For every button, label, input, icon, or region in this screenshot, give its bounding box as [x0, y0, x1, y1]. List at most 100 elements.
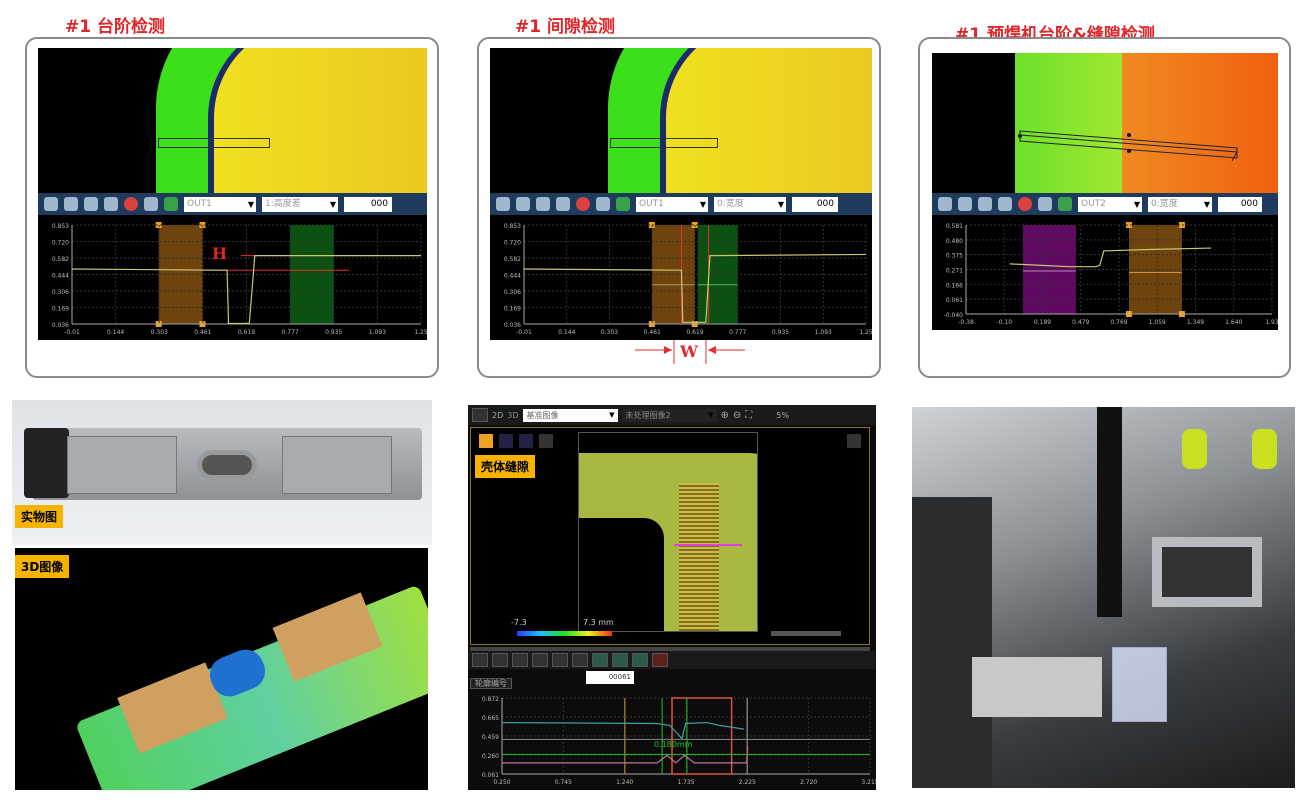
zoom-in-icon[interactable] — [938, 197, 952, 211]
zoom-y-icon[interactable] — [552, 653, 568, 667]
software-toolbar: 2D 3D 基准图像 未处理图像2 ⊕ ⊖ ⛶ 5% — [468, 405, 876, 425]
reset-icon[interactable] — [652, 653, 668, 667]
3d-label: 3D图像 — [15, 555, 70, 578]
measure3-icon[interactable] — [632, 653, 648, 667]
settings-icon[interactable] — [1058, 197, 1072, 211]
x-tick-label: 1.349 — [1187, 319, 1204, 326]
image-select[interactable]: 未处理图像2 — [621, 408, 717, 422]
x-tick-label: -0.10 — [996, 319, 1012, 326]
profile-number-field[interactable]: 00061 — [586, 671, 634, 684]
profile-line — [501, 721, 745, 740]
y-tick-label: 0.853 — [52, 223, 69, 230]
output-select[interactable]: OUT1 — [184, 196, 256, 212]
grid-icon[interactable] — [847, 434, 861, 448]
zoom-y-icon[interactable] — [998, 197, 1012, 211]
zoom-out-icon[interactable] — [516, 197, 530, 211]
y-tick-label: 0.872 — [482, 696, 499, 703]
view-3d-button[interactable]: 3D — [507, 410, 519, 420]
part-3d-image — [15, 548, 428, 790]
x-tick-label: 0.303 — [601, 329, 618, 336]
profile-number-select[interactable]: 轮廓编号 — [470, 678, 512, 689]
y-tick-label: 0.375 — [946, 253, 963, 260]
y-tick-label: 0.306 — [504, 289, 521, 296]
x-tick-label: 0.777 — [282, 329, 299, 336]
x-tick-label: -0.01 — [64, 329, 80, 336]
y-tick-label: 0.582 — [52, 256, 69, 263]
mode-select[interactable]: 0:宽度 — [1148, 196, 1212, 212]
y-tick-label: 0.061 — [482, 772, 499, 779]
profile-icon[interactable] — [144, 197, 158, 211]
zoom-out-icon[interactable] — [958, 197, 972, 211]
machine-photo — [912, 407, 1295, 788]
y-tick-label: 0.061 — [946, 297, 963, 304]
x-tick-label: 1.093 — [369, 329, 386, 336]
settings-icon[interactable] — [616, 197, 630, 211]
settings-icon[interactable] — [164, 197, 178, 211]
y-tick-label: 0.036 — [504, 322, 521, 329]
zoom-in-icon[interactable]: ⊕ — [720, 409, 729, 421]
horizontal-scrollbar[interactable] — [470, 647, 870, 651]
measure-line[interactable] — [674, 544, 742, 546]
zoom-in-icon[interactable] — [496, 197, 510, 211]
output-select[interactable]: OUT2 — [1078, 196, 1142, 212]
color-scale-max: 7.3 mm — [583, 618, 614, 627]
roi-box[interactable] — [932, 53, 1278, 193]
zoom-in-icon[interactable] — [492, 653, 508, 667]
x-tick-label: 0.303 — [151, 329, 168, 336]
zoom-out-icon[interactable]: ⊖ — [732, 409, 742, 421]
y-tick-label: 0.480 — [946, 238, 963, 245]
y-tick-label: 0.444 — [52, 273, 69, 280]
view-toggle[interactable] — [472, 408, 488, 422]
roi-box[interactable] — [158, 138, 270, 148]
x-tick-label: 0.461 — [644, 329, 661, 336]
x-tick-label: 1.059 — [1149, 319, 1166, 326]
fit-icon[interactable]: ⛶ — [745, 409, 753, 421]
color-scale-slider[interactable] — [517, 631, 612, 636]
height-view-icon[interactable] — [519, 434, 533, 448]
panel-3-scan-image — [932, 53, 1278, 193]
zoom-out-icon[interactable] — [512, 653, 528, 667]
fit-icon[interactable] — [572, 653, 588, 667]
value-field[interactable]: 000 — [344, 196, 392, 212]
output-select[interactable]: OUT1 — [636, 196, 708, 212]
roi-box[interactable] — [610, 138, 718, 148]
zoom-x-icon[interactable] — [536, 197, 550, 211]
software-profile-chart: 0.061 0.260 0.459 0.665 0.872 0.250 0.745 1.240… — [482, 696, 876, 786]
color-view-icon[interactable] — [479, 434, 493, 448]
gap-measurement: 0.180mm — [654, 740, 693, 749]
view-2d-button[interactable]: 2D — [492, 410, 504, 420]
x-tick-label: 2.720 — [800, 779, 817, 786]
zoom-out-icon[interactable] — [64, 197, 78, 211]
zoom-x-icon[interactable] — [532, 653, 548, 667]
zoom-x-icon[interactable] — [978, 197, 992, 211]
tool-icon[interactable] — [472, 653, 488, 667]
measure2-icon[interactable] — [612, 653, 628, 667]
x-tick-label: 0.935 — [772, 329, 789, 336]
x-tick-label: -0.01 — [516, 329, 532, 336]
measure-icon[interactable] — [592, 653, 608, 667]
profile-icon[interactable] — [1038, 197, 1052, 211]
profile-view-icon[interactable] — [499, 434, 513, 448]
reset-icon[interactable] — [1018, 197, 1032, 211]
zoom-y-icon[interactable] — [104, 197, 118, 211]
value-field[interactable]: 000 — [792, 196, 838, 212]
reset-icon[interactable] — [124, 197, 138, 211]
x-tick-label: 0.619 — [686, 329, 703, 336]
person-icon[interactable] — [539, 434, 553, 448]
region-handle — [1125, 222, 1132, 228]
reset-icon[interactable] — [576, 197, 590, 211]
zoom-x-icon[interactable] — [84, 197, 98, 211]
mode-select[interactable]: 0:宽度 — [714, 196, 786, 212]
mode-select[interactable]: 1:高度差 — [262, 196, 338, 212]
reference-image-select[interactable]: 基准图像 — [522, 408, 618, 422]
value-field[interactable]: 000 — [1218, 196, 1262, 212]
image-viewport: -7.3 7.3 mm — [470, 427, 870, 645]
opacity-slider[interactable] — [771, 631, 841, 636]
panel-3-profile-chart: -0.040 0.061 0.166 0.271 0.375 0.480 0.581 -0.3… — [932, 215, 1278, 330]
zoom-in-icon[interactable] — [44, 197, 58, 211]
part-photo — [12, 400, 432, 545]
y-tick-label: 0.720 — [52, 240, 69, 247]
zoom-y-icon[interactable] — [556, 197, 570, 211]
profile-icon[interactable] — [596, 197, 610, 211]
y-tick-label: 0.665 — [482, 715, 499, 722]
